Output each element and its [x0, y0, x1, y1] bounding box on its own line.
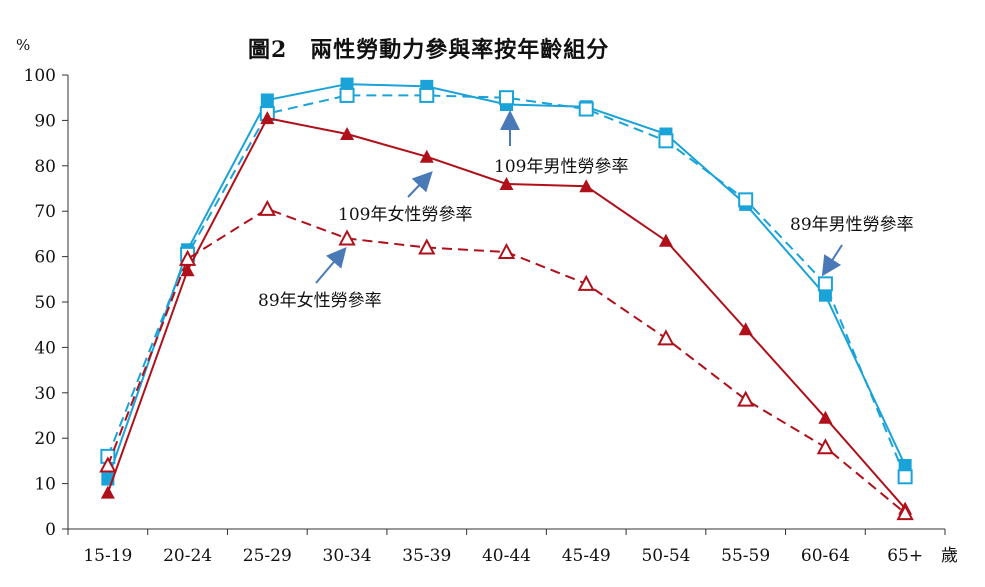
data-point	[260, 111, 275, 125]
data-point	[338, 229, 356, 246]
data-point	[419, 87, 435, 103]
y-tick-label: 20	[34, 429, 56, 449]
data-point	[260, 93, 274, 107]
y-tick-label: 0	[45, 520, 56, 540]
annotation-arrow	[407, 171, 433, 198]
y-tick-label: 80	[34, 157, 56, 177]
series-1	[100, 87, 913, 485]
y-tick-label: 100	[24, 66, 56, 86]
y-tick-label: 60	[34, 248, 56, 268]
data-point	[818, 410, 833, 424]
data-point	[658, 233, 673, 247]
y-tick-label: 30	[34, 384, 56, 404]
data-point	[340, 77, 354, 91]
data-point	[499, 90, 514, 106]
chart-title: 圖2 兩性勞動力參與率按年齡組分	[248, 37, 610, 63]
y-tick-label: 40	[34, 338, 56, 358]
series-0	[101, 77, 912, 486]
data-point	[99, 456, 117, 473]
data-point	[418, 238, 436, 255]
data-point	[499, 176, 514, 190]
y-tick-label: 70	[34, 202, 56, 222]
data-point	[497, 242, 516, 260]
y-tick-label: 50	[34, 293, 56, 313]
y-tick-label: 90	[34, 111, 56, 131]
annotation-label: 109年女性勞參率	[338, 205, 472, 225]
data-point	[258, 199, 276, 216]
x-tick-label: 65+	[887, 546, 923, 566]
data-point	[100, 485, 115, 499]
x-tick-label: 15-19	[83, 546, 132, 566]
x-tick-label: 55-59	[721, 546, 770, 566]
data-point	[817, 276, 833, 292]
data-point	[658, 133, 674, 149]
annotation-label: 109年男性勞參率	[494, 157, 628, 177]
x-tick-label: 20-24	[163, 546, 212, 566]
data-point	[577, 274, 595, 291]
data-point	[578, 101, 594, 117]
x-tick-label: 40-44	[482, 546, 531, 566]
data-point	[180, 263, 195, 277]
x-tick-label: 30-34	[323, 546, 372, 566]
annotation-label: 89年男性勞參率	[790, 215, 914, 235]
y-tick-label: 10	[34, 475, 56, 495]
x-tick-label: 35-39	[402, 546, 451, 566]
data-point	[419, 149, 434, 163]
data-point	[579, 179, 594, 193]
annotation-label: 89年女性勞參率	[258, 291, 382, 311]
x-tick-label: 25-29	[243, 546, 292, 566]
data-point	[897, 469, 913, 485]
data-point	[657, 329, 675, 346]
annotation-arrow	[821, 244, 843, 277]
data-point	[178, 249, 197, 266]
data-point	[738, 322, 753, 336]
annotation-arrow	[315, 246, 347, 284]
data-point	[339, 87, 355, 103]
series-line	[106, 94, 907, 478]
data-point	[896, 504, 914, 521]
data-point	[816, 438, 835, 455]
data-point	[738, 192, 754, 208]
x-axis-unit: 歲	[941, 546, 958, 566]
data-point	[737, 390, 755, 407]
series-2	[100, 111, 913, 515]
series-3	[99, 199, 914, 521]
x-tick-label: 50-54	[641, 546, 690, 566]
y-axis-unit: %	[16, 36, 31, 54]
x-tick-label: 45-49	[562, 546, 611, 566]
series-line	[106, 83, 907, 480]
x-tick-label: 60-64	[801, 546, 850, 566]
data-point	[340, 127, 355, 141]
